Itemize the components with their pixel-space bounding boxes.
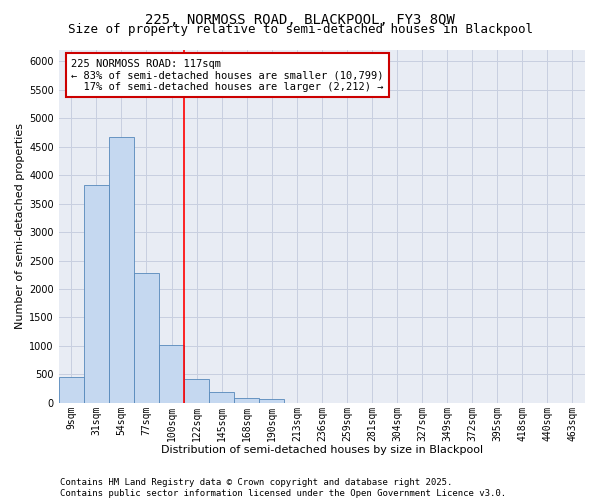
Bar	[209, 392, 234, 403]
Bar	[159, 345, 184, 403]
Bar	[84, 186, 109, 403]
Text: Contains HM Land Registry data © Crown copyright and database right 2025.
Contai: Contains HM Land Registry data © Crown c…	[60, 478, 506, 498]
Bar	[184, 380, 209, 403]
Bar	[234, 398, 259, 403]
Text: 225, NORMOSS ROAD, BLACKPOOL, FY3 8QW: 225, NORMOSS ROAD, BLACKPOOL, FY3 8QW	[145, 12, 455, 26]
Bar	[134, 273, 159, 403]
Text: 225 NORMOSS ROAD: 117sqm
← 83% of semi-detached houses are smaller (10,799)
  17: 225 NORMOSS ROAD: 117sqm ← 83% of semi-d…	[71, 58, 384, 92]
Bar	[259, 399, 284, 403]
Bar	[59, 377, 84, 403]
Y-axis label: Number of semi-detached properties: Number of semi-detached properties	[15, 124, 25, 330]
X-axis label: Distribution of semi-detached houses by size in Blackpool: Distribution of semi-detached houses by …	[161, 445, 483, 455]
Bar	[109, 137, 134, 403]
Text: Size of property relative to semi-detached houses in Blackpool: Size of property relative to semi-detach…	[67, 22, 533, 36]
